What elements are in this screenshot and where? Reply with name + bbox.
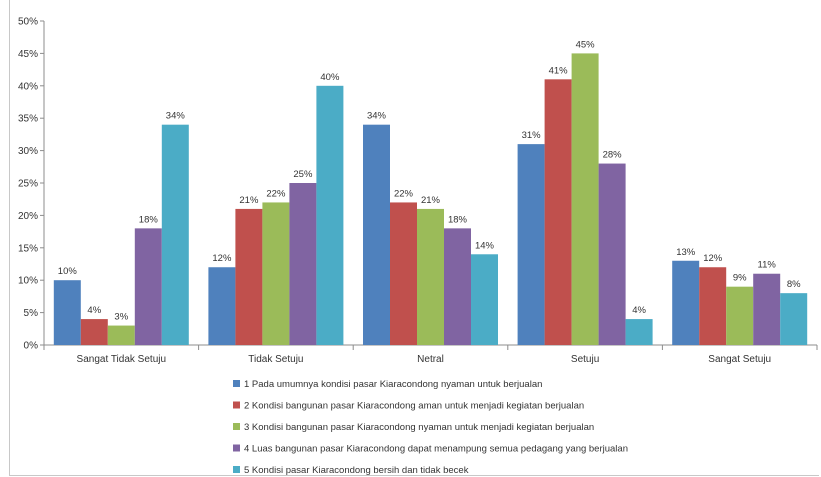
bar: [699, 267, 727, 345]
x-category-label: Netral: [417, 354, 444, 365]
bar: [571, 53, 599, 346]
bar: [107, 325, 135, 345]
bar: [390, 202, 417, 345]
data-label: 18%: [448, 214, 468, 225]
bar: [161, 124, 189, 346]
y-tick-label: 40%: [18, 81, 38, 92]
y-tick-label: 10%: [18, 276, 38, 287]
data-labels: 10% 4% 3% 18% 34% 12% 21% 22% 25% 40% 34% 22% 21% 18%…: [58, 39, 801, 322]
y-axis: 0% 5% 10% 15% 20% 25% 30% 35% 40% 45% 50%: [18, 17, 45, 352]
data-label: 40%: [320, 72, 340, 83]
data-label: 45%: [576, 39, 596, 50]
bar: [134, 228, 162, 345]
legend-swatch: [233, 423, 240, 430]
bar: [289, 183, 317, 345]
bar: [471, 254, 498, 345]
data-label: 9%: [733, 273, 747, 284]
y-tick-label: 50%: [18, 17, 38, 28]
data-label: 4%: [632, 305, 646, 316]
data-label: 25%: [293, 169, 313, 180]
chart-frame: [9, 0, 819, 476]
y-tick-label: 20%: [18, 211, 38, 222]
legend-entry: 4 Luas bangunan pasar Kiaracondong dapat…: [244, 444, 628, 455]
bar: [544, 79, 572, 345]
bar: [625, 319, 653, 345]
x-category-label: Sangat Setuju: [708, 354, 771, 365]
bar: [753, 273, 781, 345]
y-tick-label: 45%: [18, 49, 38, 60]
legend: 1 Pada umumnya kondisi pasar Kiaracondon…: [233, 379, 628, 476]
data-label: 8%: [787, 279, 801, 290]
bar: [208, 267, 236, 345]
data-label: 41%: [549, 65, 569, 76]
data-label: 22%: [266, 188, 286, 199]
data-label: 10%: [58, 266, 78, 277]
data-label: 11%: [758, 260, 777, 271]
data-label: 4%: [87, 305, 101, 316]
data-label: 21%: [239, 195, 259, 206]
data-label: 21%: [421, 195, 441, 206]
bar: [262, 202, 290, 345]
legend-entry: 1 Pada umumnya kondisi pasar Kiaracondon…: [244, 379, 542, 390]
bar: [444, 228, 471, 345]
bar: [417, 208, 444, 345]
legend-swatch: [233, 444, 240, 452]
data-label: 12%: [212, 253, 232, 264]
bar: [363, 124, 390, 346]
data-label: 22%: [394, 188, 414, 199]
legend-entry: 5 Kondisi pasar Kiaracondong bersih dan …: [244, 465, 469, 476]
y-tick-label: 30%: [18, 146, 38, 157]
x-category-label: Sangat Tidak Setuju: [77, 354, 167, 365]
x-axis: Sangat Tidak Setuju Tidak Setuju Netral Set…: [43, 344, 818, 365]
bar: [53, 280, 81, 345]
data-label: 14%: [475, 240, 495, 251]
legend-swatch: [233, 380, 240, 387]
y-tick-label: 0%: [24, 341, 39, 352]
data-label: 3%: [114, 312, 128, 323]
bar: [80, 319, 108, 345]
data-label: 28%: [603, 150, 623, 161]
legend-swatch: [233, 401, 240, 409]
data-label: 31%: [522, 130, 542, 141]
data-label: 12%: [703, 253, 723, 264]
bar: [598, 163, 626, 345]
y-tick-label: 25%: [18, 179, 38, 190]
legend-swatch: [233, 466, 240, 473]
x-category-label: Tidak Setuju: [248, 354, 303, 365]
data-label: 34%: [166, 111, 186, 122]
y-tick-label: 35%: [18, 114, 38, 125]
data-label: 18%: [139, 214, 159, 225]
bar: [672, 260, 700, 345]
x-category-label: Setuju: [571, 354, 599, 365]
y-tick-label: 5%: [24, 308, 39, 319]
bar: [726, 286, 754, 345]
bar: [517, 144, 545, 345]
bar: [780, 293, 808, 345]
legend-entry: 3 Kondisi bangunan pasar Kiaracondong ny…: [244, 422, 594, 433]
bar: [235, 208, 263, 345]
bars: [53, 53, 808, 346]
data-label: 34%: [367, 111, 387, 122]
data-label: 13%: [676, 247, 696, 258]
legend-entry: 2 Kondisi bangunan pasar Kiaracondong am…: [244, 401, 584, 412]
y-tick-label: 15%: [18, 243, 38, 254]
bar: [316, 85, 344, 346]
